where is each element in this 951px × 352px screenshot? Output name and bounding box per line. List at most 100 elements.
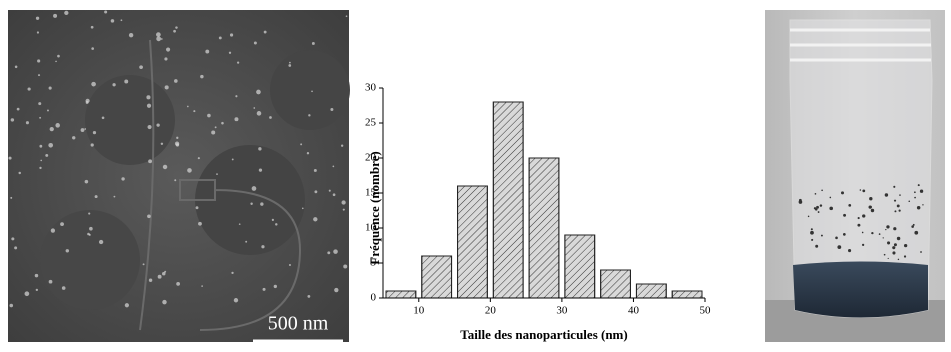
particle (8, 156, 12, 160)
particle (221, 121, 224, 125)
bar-hatch (528, 157, 560, 299)
speck (810, 228, 813, 231)
speck (920, 251, 922, 253)
speck (837, 245, 842, 250)
particle (90, 143, 94, 147)
particle (288, 263, 291, 267)
particle (345, 15, 348, 18)
particle (328, 189, 331, 192)
bar-hatch (635, 283, 667, 299)
particle (128, 32, 134, 38)
speck (912, 223, 915, 226)
particle (218, 36, 222, 40)
speck (892, 246, 896, 250)
particle (288, 64, 292, 67)
particle (124, 303, 129, 308)
speck (898, 209, 901, 212)
particle (195, 206, 199, 210)
particle (193, 110, 196, 113)
particle (330, 107, 334, 111)
particle (94, 195, 98, 199)
speck (813, 207, 817, 210)
particle (300, 143, 303, 146)
particle (342, 208, 345, 211)
particle (251, 186, 257, 191)
particle (24, 291, 30, 297)
y-tick-label: 25 (365, 117, 377, 129)
particle (262, 287, 266, 291)
particle (91, 81, 96, 87)
speck (878, 233, 881, 235)
speck (871, 231, 874, 235)
particle (253, 41, 257, 45)
y-tick-label: 10 (365, 222, 377, 234)
y-tick-label: 0 (371, 292, 377, 304)
particle (311, 42, 315, 45)
particle (216, 173, 218, 175)
particle (214, 126, 217, 129)
bar-hatch (421, 255, 453, 299)
particle (229, 33, 234, 37)
particle (234, 117, 239, 122)
particle (35, 16, 40, 20)
particle (289, 61, 291, 64)
particle (11, 237, 15, 241)
particle (147, 124, 152, 130)
particle (40, 159, 43, 162)
speck (842, 233, 846, 236)
speck (807, 215, 810, 218)
particle (80, 128, 85, 132)
scale-bar-label: 500 nm (268, 313, 329, 335)
particle (258, 168, 263, 172)
particle (162, 164, 168, 170)
particle (14, 246, 18, 250)
particle (120, 19, 123, 22)
particle (160, 142, 164, 146)
particle (228, 51, 232, 54)
particle (142, 263, 145, 266)
particle (175, 143, 180, 147)
speck (810, 230, 814, 235)
particle (313, 217, 318, 222)
particle (258, 147, 262, 151)
particle (308, 114, 311, 117)
particle (57, 54, 60, 58)
speck (798, 200, 803, 204)
speck (829, 196, 832, 199)
particle (311, 90, 313, 93)
particle (148, 159, 153, 164)
particle (38, 102, 42, 106)
particle (48, 142, 54, 148)
speck (815, 244, 819, 248)
bar-hatch (600, 269, 631, 299)
speck (821, 189, 823, 192)
particle (207, 113, 211, 118)
particle (198, 221, 202, 226)
particle (211, 130, 216, 135)
bar-hatch (385, 290, 417, 299)
speck (914, 191, 916, 194)
particle (271, 218, 275, 222)
bar-hatch (492, 101, 524, 299)
particle (162, 299, 167, 305)
particle (39, 166, 42, 170)
speck (829, 206, 834, 211)
speck (819, 204, 823, 207)
speck (908, 200, 911, 203)
particle (148, 278, 153, 282)
particle (35, 288, 39, 292)
speck (884, 193, 889, 197)
particle (37, 59, 41, 63)
particle (275, 223, 278, 226)
particle (341, 200, 346, 205)
particle (176, 282, 180, 286)
speck (843, 213, 847, 217)
speck (859, 189, 862, 191)
speck (896, 204, 900, 208)
speck (848, 249, 852, 253)
y-axis-label: Fréquence (nombre) (367, 151, 382, 264)
speck (835, 236, 838, 240)
particle (157, 274, 162, 279)
speck (861, 243, 865, 247)
